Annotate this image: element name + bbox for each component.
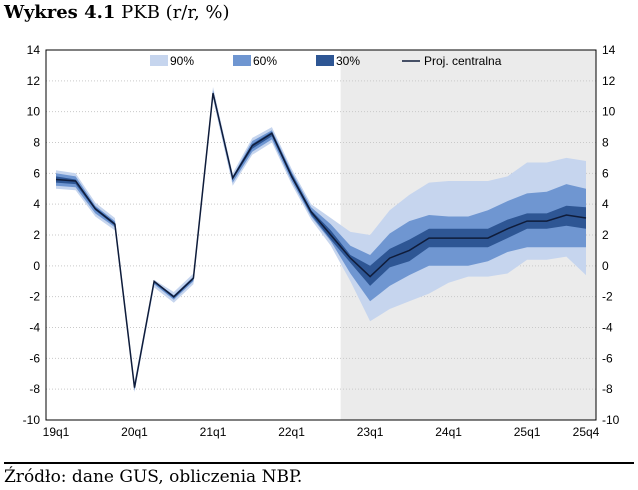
chart-title: Wykres 4.1 PKB (r/r, %) [4, 2, 230, 23]
y-tick-label-left: -4 [29, 321, 40, 335]
y-tick-label-left: 4 [33, 197, 40, 211]
y-tick-label-left: 12 [27, 74, 41, 88]
plot-frame [45, 49, 597, 421]
legend-label: 30% [336, 54, 360, 68]
x-tick-label: 21q1 [200, 425, 227, 439]
gdp-fan-chart: -10 -10 -8 -8 -6 -6 -4 -4 -2 -2 0 0 2 2 4 4 6 6 8 8 10 10 12 12… [23, 43, 620, 439]
legend-label: 60% [253, 54, 277, 68]
x-tick-label: 19q1 [43, 425, 70, 439]
chart-title-text: PKB (r/r, %) [121, 2, 230, 23]
x-tick-label: 20q1 [121, 425, 148, 439]
y-tick-label-left: 2 [33, 228, 40, 242]
y-tick-label-left: 0 [33, 259, 40, 273]
y-tick-label-right: 12 [602, 74, 616, 88]
y-tick-label-right: 8 [602, 136, 609, 150]
y-tick-label-left: 10 [27, 105, 41, 119]
y-tick-label-right: 4 [602, 197, 609, 211]
y-tick-label-left: -6 [29, 351, 40, 365]
central-projection-line [55, 93, 587, 388]
x-tick-label: 25q1 [514, 425, 541, 439]
legend-label: Proj. centralna [424, 54, 502, 68]
y-tick-label-right: -6 [602, 351, 613, 365]
chart-number: Wykres 4.1 [4, 2, 116, 23]
footer-rule [4, 462, 634, 464]
y-tick-label-left: 8 [33, 136, 40, 150]
y-tick-label-right: -4 [602, 321, 613, 335]
y-tick-label-right: 14 [602, 43, 616, 57]
y-tick-label-left: -8 [29, 382, 40, 396]
y-tick-label-left: 6 [33, 166, 40, 180]
x-tick-label: 22q1 [278, 425, 305, 439]
x-tick-label: 24q1 [435, 425, 462, 439]
legend-swatch [316, 55, 334, 66]
source-note: Źródło: dane GUS, obliczenia NBP. [4, 467, 303, 487]
y-tick-label-right: -8 [602, 382, 613, 396]
y-tick-label-right: 0 [602, 259, 609, 273]
legend-swatch [233, 55, 251, 66]
y-tick-label-right: -2 [602, 290, 613, 304]
x-tick-label: 25q4 [573, 425, 600, 439]
x-tick-label: 23q1 [357, 425, 384, 439]
y-tick-label-right: 10 [602, 105, 616, 119]
band-30pct [56, 91, 586, 390]
y-tick-label-right: -10 [602, 413, 620, 427]
legend-swatch [150, 55, 168, 66]
y-tick-label-right: 2 [602, 228, 609, 242]
y-tick-label-left: -10 [23, 413, 41, 427]
y-tick-label-left: -2 [29, 290, 40, 304]
legend-label: 90% [170, 54, 194, 68]
y-tick-label-left: 14 [27, 43, 41, 57]
y-tick-label-right: 6 [602, 166, 609, 180]
